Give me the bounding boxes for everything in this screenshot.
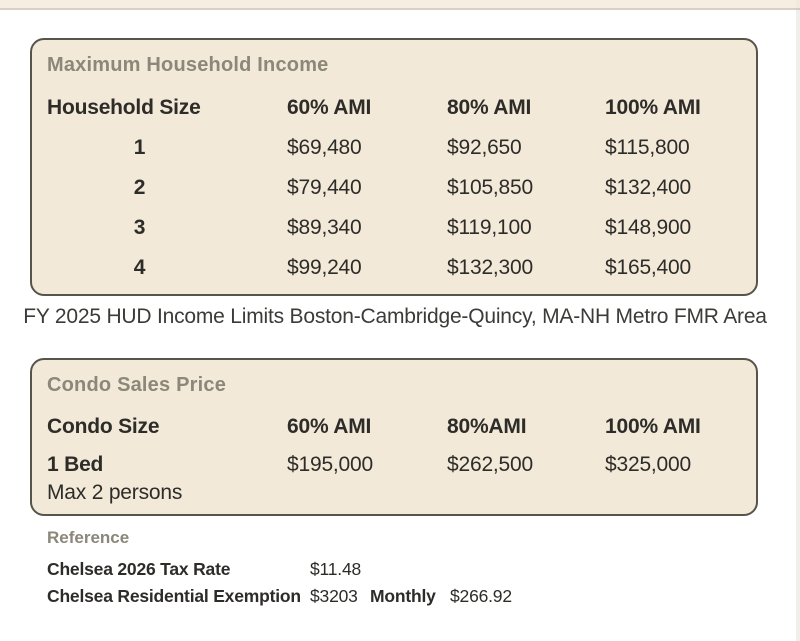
column-header-condo-size: Condo Size [47,415,160,438]
income-table-title: Maximum Household Income [47,54,329,76]
income-60-ami: $89,340 [287,216,362,239]
condo-table-row: 1 Bed Max 2 persons $195,000 $262,500 $3… [47,450,741,507]
household-size-value: 1 [133,136,146,159]
reference-heading: Reference [47,528,130,547]
tax-rate-value: $11.48 [310,559,362,579]
income-60-ami: $69,480 [287,136,362,159]
column-header-80-ami: 80% AMI [447,96,532,119]
exemption-monthly-label: Monthly [370,586,436,606]
reference-section: Reference Chelsea 2026 Tax Rate $11.48 C… [47,527,747,610]
column-header-household-size: Household Size [47,96,201,119]
column-header-100-ami: 100% AMI [605,415,701,438]
condo-price-60-ami: $195,000 [287,453,373,476]
condo-table-header-row: Condo Size 60% AMI 80%AMI 100% AMI [47,408,741,446]
condo-price-80-ami: $262,500 [447,453,533,476]
column-header-60-ami: 60% AMI [287,415,372,438]
income-60-ami: $99,240 [287,256,362,279]
condo-table-panel: Condo Sales Price Condo Size 60% AMI 80%… [30,358,758,516]
condo-table-title: Condo Sales Price [47,374,227,396]
reference-row-tax-rate: Chelsea 2026 Tax Rate $11.48 [47,556,747,583]
income-table-row: 4 $99,240 $132,300 $165,400 [47,248,741,288]
household-size-value: 4 [133,256,146,279]
income-80-ami: $92,650 [447,136,522,159]
income-100-ami: $148,900 [605,216,691,239]
income-table-row: 1 $69,480 $92,650 $115,800 [47,128,741,168]
income-table-panel: Maximum Household Income Household Size … [30,38,758,296]
column-header-60-ami: 60% AMI [287,96,372,119]
household-size-value: 2 [133,176,146,199]
income-100-ami: $115,800 [605,136,690,159]
income-table-row: 3 $89,340 $119,100 $148,900 [47,208,741,248]
reference-row-exemption: Chelsea Residential Exemption $3203 Mont… [47,583,747,610]
cropped-panel-edge [0,0,800,10]
condo-price-100-ami: $325,000 [605,453,691,476]
column-header-100-ami: 100% AMI [605,96,701,119]
income-table-header-row: Household Size 60% AMI 80% AMI 100% AMI [47,88,741,128]
income-80-ami: $132,300 [447,256,533,279]
income-60-ami: $79,440 [287,176,362,199]
income-100-ami: $165,400 [605,256,691,279]
income-limits-caption: FY 2025 HUD Income Limits Boston-Cambrid… [23,305,767,328]
exemption-label: Chelsea Residential Exemption [47,586,301,606]
condo-size-value: 1 Bed [47,453,104,476]
exemption-monthly-value: $266.92 [450,586,512,606]
household-size-value: 3 [133,216,146,239]
income-100-ami: $132,400 [605,176,691,199]
income-80-ami: $105,850 [447,176,533,199]
condo-size-note: Max 2 persons [47,481,183,504]
column-header-80-ami: 80%AMI [447,415,527,438]
income-80-ami: $119,100 [447,216,532,239]
exemption-value: $3203 [310,586,358,606]
tax-rate-label: Chelsea 2026 Tax Rate [47,559,231,579]
income-table-row: 2 $79,440 $105,850 $132,400 [47,168,741,208]
